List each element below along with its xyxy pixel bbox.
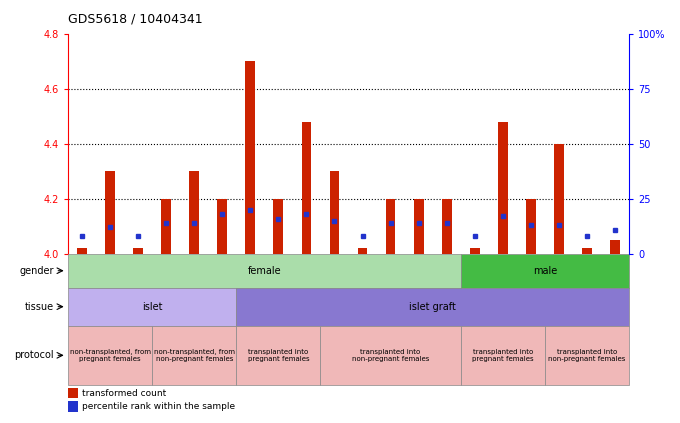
Text: transplanted into
non-pregnant females: transplanted into non-pregnant females bbox=[352, 349, 429, 362]
Bar bbox=[461, 326, 545, 385]
Bar bbox=[413, 199, 424, 254]
Text: gender: gender bbox=[20, 266, 54, 276]
Text: protocol: protocol bbox=[14, 350, 54, 360]
Bar bbox=[68, 401, 78, 412]
Bar bbox=[582, 248, 592, 254]
Text: female: female bbox=[248, 266, 281, 276]
Text: islet graft: islet graft bbox=[409, 302, 456, 312]
Bar bbox=[470, 248, 479, 254]
Text: islet: islet bbox=[142, 302, 163, 312]
Text: GDS5618 / 10404341: GDS5618 / 10404341 bbox=[68, 12, 203, 25]
Bar bbox=[301, 122, 311, 254]
Bar bbox=[218, 199, 227, 254]
Bar bbox=[554, 144, 564, 254]
Bar bbox=[442, 199, 452, 254]
Bar bbox=[152, 326, 237, 385]
Text: tissue: tissue bbox=[25, 302, 54, 312]
Bar bbox=[68, 288, 237, 326]
Bar bbox=[320, 326, 461, 385]
Bar bbox=[133, 248, 143, 254]
Bar bbox=[461, 254, 629, 288]
Text: transformed count: transformed count bbox=[82, 389, 167, 398]
Bar bbox=[526, 199, 536, 254]
Bar bbox=[68, 326, 152, 385]
Bar bbox=[498, 122, 508, 254]
Text: non-transplanted, from
non-pregnant females: non-transplanted, from non-pregnant fema… bbox=[154, 349, 235, 362]
Bar bbox=[358, 248, 367, 254]
Bar bbox=[237, 288, 629, 326]
Bar bbox=[237, 326, 320, 385]
Bar bbox=[68, 254, 461, 288]
Bar bbox=[610, 240, 620, 254]
Bar bbox=[189, 171, 199, 254]
Bar bbox=[330, 171, 339, 254]
Bar bbox=[161, 199, 171, 254]
Text: non-transplanted, from
pregnant females: non-transplanted, from pregnant females bbox=[69, 349, 150, 362]
Text: male: male bbox=[532, 266, 557, 276]
Bar bbox=[68, 388, 78, 398]
Text: transplanted into
pregnant females: transplanted into pregnant females bbox=[472, 349, 534, 362]
Text: transplanted into
pregnant females: transplanted into pregnant females bbox=[248, 349, 309, 362]
Bar bbox=[77, 248, 87, 254]
Bar bbox=[245, 61, 255, 254]
Bar bbox=[545, 326, 629, 385]
Text: transplanted into
non-pregnant females: transplanted into non-pregnant females bbox=[548, 349, 626, 362]
Bar bbox=[386, 199, 396, 254]
Bar bbox=[105, 171, 115, 254]
Text: percentile rank within the sample: percentile rank within the sample bbox=[82, 402, 235, 411]
Bar bbox=[273, 199, 284, 254]
